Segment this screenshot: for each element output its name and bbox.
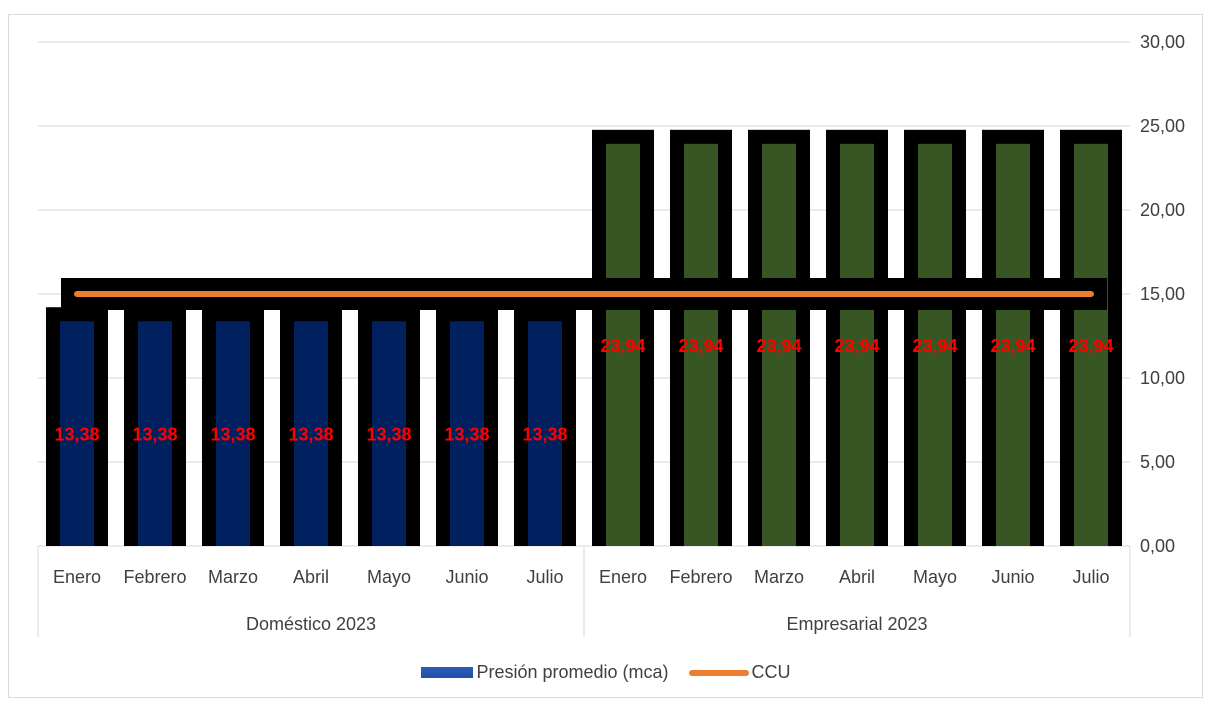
- x-group-label: Doméstico 2023: [246, 614, 376, 634]
- y-tick-label: 10,00: [1140, 368, 1185, 388]
- data-labels: 13,38 13,38 13,38 13,38 13,38 13,38 13,38 23,94…: [54, 336, 1113, 445]
- bar: [60, 321, 94, 546]
- x-tick-label: Febrero: [669, 567, 732, 587]
- data-label: 13,38: [288, 425, 333, 445]
- data-label: 23,94: [600, 336, 645, 356]
- data-label: 13,38: [522, 425, 567, 445]
- bar: [762, 143, 796, 547]
- bar: [918, 143, 952, 547]
- bar: [216, 321, 250, 546]
- x-tick-label: Mayo: [367, 567, 411, 587]
- bar: [450, 321, 484, 546]
- bar: [684, 143, 718, 547]
- data-label: 23,94: [990, 336, 1035, 356]
- data-label: 13,38: [444, 425, 489, 445]
- x-tick-label: Mayo: [913, 567, 957, 587]
- bar: [294, 321, 328, 546]
- y-tick-label: 25,00: [1140, 116, 1185, 136]
- data-label: 13,38: [132, 425, 177, 445]
- legend-bar-swatch: [421, 667, 474, 678]
- x-tick-label: Marzo: [754, 567, 804, 587]
- bar: [138, 321, 172, 546]
- data-label: 23,94: [1068, 336, 1113, 356]
- x-axis: Enero Febrero Marzo Abril Mayo Junio Julio Ener…: [37, 545, 1131, 637]
- y-tick-label: 30,00: [1140, 32, 1185, 52]
- bar-series: [46, 129, 1122, 547]
- bar: [1074, 143, 1108, 547]
- y-tick-label: 5,00: [1140, 452, 1175, 472]
- y-tick-label: 15,00: [1140, 284, 1185, 304]
- bar: [528, 321, 562, 546]
- bar: [996, 143, 1030, 547]
- x-tick-label: Enero: [53, 567, 101, 587]
- legend-label-presion: Presión promedio (mca): [476, 662, 669, 682]
- x-tick-label: Julio: [1072, 567, 1109, 587]
- data-label: 23,94: [678, 336, 723, 356]
- legend-label-ccu: CCU: [751, 662, 791, 682]
- data-label: 13,38: [54, 425, 99, 445]
- bar: [372, 321, 406, 546]
- x-tick-label: Enero: [599, 567, 647, 587]
- x-tick-label: Julio: [526, 567, 563, 587]
- x-tick-label: Abril: [839, 567, 875, 587]
- legend: Presión promedio (mca) CCU: [0, 662, 1212, 683]
- data-label: 23,94: [834, 336, 879, 356]
- y-tick-label: 20,00: [1140, 200, 1185, 220]
- x-tick-label: Junio: [445, 567, 488, 587]
- bar: [840, 143, 874, 547]
- bar: [606, 143, 640, 547]
- legend-line-swatch: [688, 669, 749, 676]
- x-group-label: Empresarial 2023: [786, 614, 927, 634]
- data-label: 23,94: [912, 336, 957, 356]
- data-label: 13,38: [366, 425, 411, 445]
- y-tick-label: 0,00: [1140, 536, 1175, 556]
- x-tick-label: Abril: [293, 567, 329, 587]
- x-tick-label: Marzo: [208, 567, 258, 587]
- data-label: 23,94: [756, 336, 801, 356]
- legend-item-ccu: CCU: [688, 662, 791, 683]
- legend-item-presion: Presión promedio (mca): [421, 662, 669, 683]
- y-axis: 0,00 5,00 10,00 15,00 20,00 25,00 30,00: [1140, 32, 1185, 556]
- x-tick-label: Febrero: [123, 567, 186, 587]
- data-label: 13,38: [210, 425, 255, 445]
- x-tick-label: Junio: [991, 567, 1034, 587]
